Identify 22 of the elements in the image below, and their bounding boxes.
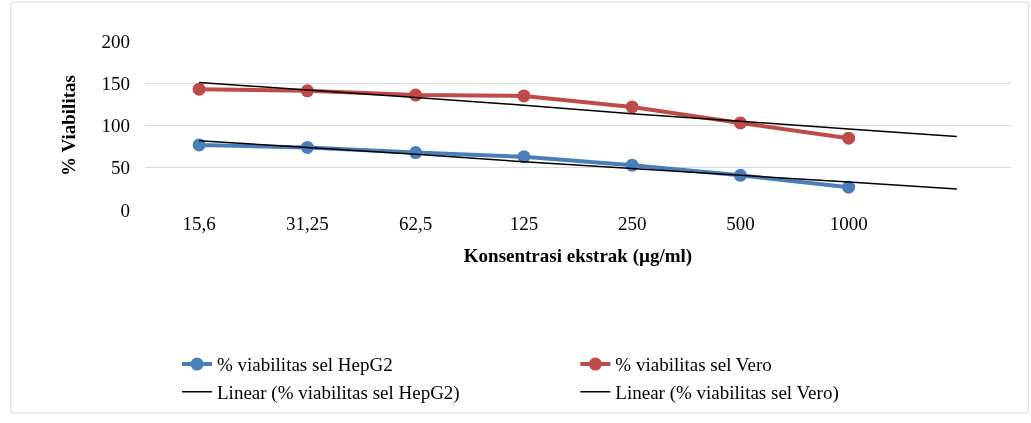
x-tick-label: 31,25 — [286, 213, 329, 234]
y-tick-label: 200 — [101, 30, 130, 52]
legend-label: Linear (% viabilitas sel HepG2) — [217, 382, 460, 405]
point — [625, 100, 639, 114]
x-tick-label: 125 — [509, 213, 539, 234]
x-tick-label: 15,6 — [182, 213, 216, 234]
legend-label: % viabilitas sel HepG2 — [217, 354, 393, 376]
legend-label: Linear (% viabilitas sel Vero) — [615, 382, 839, 405]
x-tick-label: 500 — [726, 213, 755, 234]
x-tick-label: 62,5 — [399, 213, 433, 234]
y-tick-label: 50 — [111, 157, 130, 179]
point — [192, 82, 206, 96]
y-axis-title: % Viabilitas — [58, 75, 80, 176]
y-tick-label: 150 — [101, 72, 130, 94]
x-tick-label: 1000 — [829, 213, 868, 234]
point — [517, 89, 531, 103]
x-axis-title: Konsentrasi ekstrak (µg/ml) — [463, 244, 693, 267]
y-tick-label: 0 — [120, 199, 130, 221]
legend-label: % viabilitas sel Vero — [615, 354, 772, 376]
x-tick-label: 250 — [617, 213, 647, 234]
point — [842, 131, 856, 145]
y-tick-label: 100 — [101, 115, 130, 137]
